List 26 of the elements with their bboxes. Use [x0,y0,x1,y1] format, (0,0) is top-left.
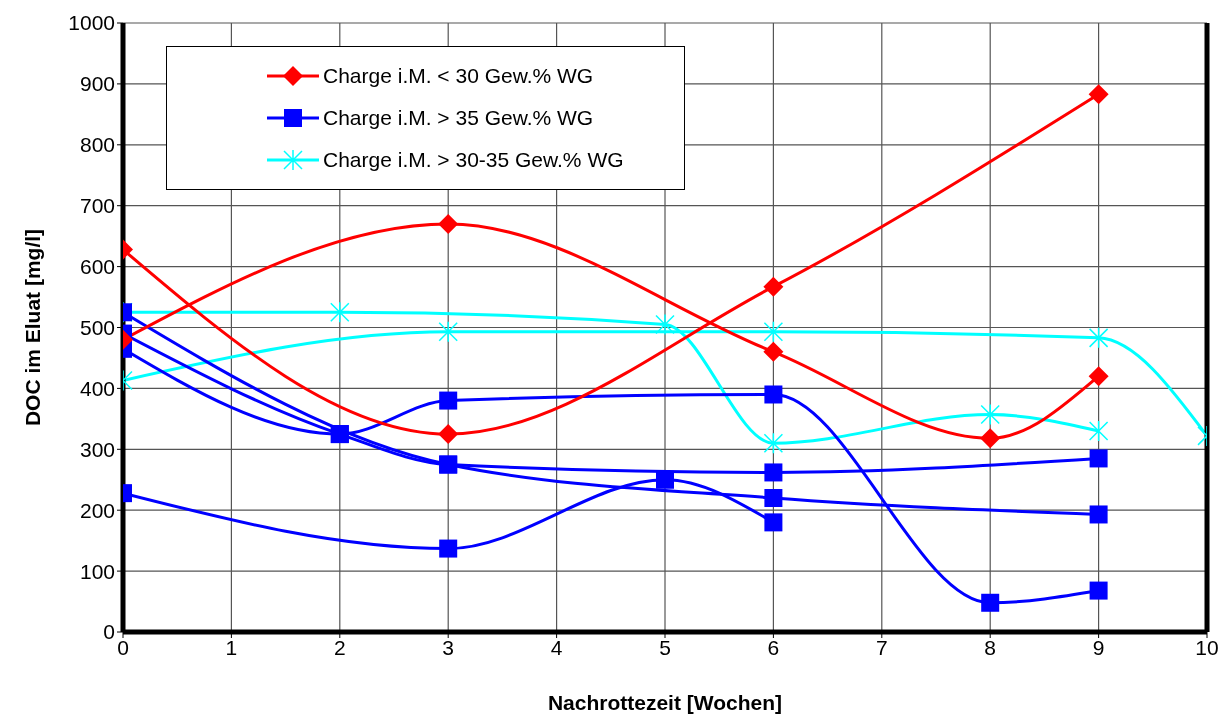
x-tick-label: 6 [767,635,780,659]
y-tick-label: 600 [79,255,115,279]
x-tick-label: 4 [550,635,563,659]
x-tick-label: 8 [984,635,997,659]
x-tick-label: 7 [875,635,888,659]
y-tick-label: 700 [79,194,115,218]
y-axis-title: DOC im Eluat [mg/l] [21,228,45,427]
x-tick-label: 2 [333,635,346,659]
y-tick-label: 0 [103,620,115,644]
y-tick-label: 400 [79,376,115,400]
y-tick-label: 900 [79,72,115,96]
x-tick-label: 10 [1195,635,1219,659]
x-tick-label: 9 [1092,635,1105,659]
y-tick-label: 200 [79,498,115,522]
y-tick-label: 800 [79,133,115,157]
x-tick-label: 3 [442,635,455,659]
y-tick-label: 300 [79,437,115,461]
y-tick-label: 100 [79,559,115,583]
y-tick-label: 500 [79,315,115,339]
x-tick-label: 5 [659,635,671,659]
legend-label: Charge i.M. > 35 Gew.% WG [323,106,594,130]
legend-label: Charge i.M. > 30-35 Gew.% WG [323,148,624,172]
legend-label: Charge i.M. < 30 Gew.% WG [323,64,594,88]
y-tick-label: 1000 [68,11,115,35]
x-tick-label: 1 [225,635,238,659]
x-axis-title: Nachrottezeit [Wochen] [547,691,783,714]
